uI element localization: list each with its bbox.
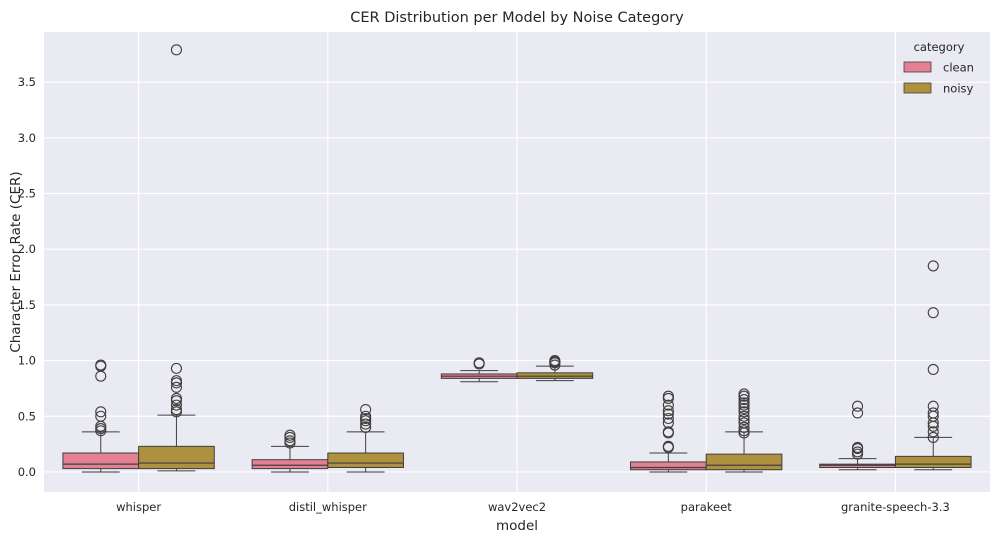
box — [894, 455, 972, 468]
outlier-point — [170, 44, 182, 56]
box-clean — [819, 400, 896, 471]
y-tick-label: 0.0 — [18, 465, 36, 479]
y-tick-label: 3.0 — [18, 131, 36, 145]
outlier-point — [360, 421, 372, 433]
outlier-point — [360, 410, 372, 422]
outlier-point — [927, 407, 939, 419]
outlier-point — [662, 405, 674, 417]
legend-label-noisy: noisy — [943, 82, 974, 96]
outlier-point — [95, 410, 107, 422]
outlier-point — [284, 435, 296, 447]
y-axis-label: Character Error Rate (CER) — [8, 171, 24, 352]
outlier-point — [662, 408, 674, 420]
outlier-point — [738, 417, 750, 429]
x-tick-label: distil_whisper — [289, 500, 367, 514]
outlier-point — [852, 400, 864, 412]
y-tick-label: 3.5 — [18, 75, 36, 89]
box-plots — [62, 44, 972, 473]
box-clean — [62, 359, 140, 473]
legend-label-clean: clean — [943, 61, 974, 75]
outlier-point — [738, 402, 750, 415]
outlier-point — [170, 362, 182, 374]
box-clean — [630, 390, 707, 473]
outlier-point — [927, 431, 939, 443]
outlier-point — [852, 441, 864, 453]
outlier-point — [662, 417, 674, 429]
outlier-point — [738, 406, 750, 418]
outlier-point — [738, 421, 750, 433]
grid — [44, 32, 990, 492]
outlier-point — [662, 399, 674, 411]
box — [251, 459, 329, 470]
y-tick-label: 0.5 — [18, 409, 36, 423]
outlier-point — [927, 307, 939, 319]
x-tick-label: parakeet — [681, 500, 733, 514]
box-noisy — [516, 355, 594, 382]
box — [138, 445, 215, 470]
outlier-point — [662, 412, 674, 425]
y-tick-label: 1.5 — [18, 298, 36, 312]
box — [705, 453, 783, 471]
outlier-point — [170, 381, 182, 393]
box-noisy — [894, 260, 972, 471]
y-tick-label: 2.0 — [18, 242, 36, 256]
outlier-point — [738, 425, 750, 437]
outlier-point — [549, 355, 561, 367]
outlier-point — [95, 359, 107, 371]
outlier-point — [927, 400, 939, 412]
outlier-point — [170, 404, 182, 416]
outlier-point — [852, 446, 864, 458]
axes: 0.0 0.5 1.0 1.5 2.0 2.5 3.0 3.5 whisper distil_wh… — [18, 75, 950, 514]
outlier-point — [927, 426, 939, 438]
legend-swatch-noisy — [903, 82, 932, 94]
outlier-point — [738, 394, 750, 406]
legend-swatch-clean — [903, 61, 932, 73]
x-tick-label: wav2vec2 — [488, 500, 546, 514]
y-tick-label: 1.0 — [18, 354, 36, 368]
x-tick-label: granite-speech-3.3 — [841, 500, 950, 514]
outlier-point — [284, 429, 296, 441]
box-clean — [251, 429, 329, 473]
legend: category clean noisy — [903, 40, 974, 96]
outlier-point — [170, 399, 182, 411]
outlier-point — [662, 426, 674, 438]
outlier-point — [662, 440, 674, 452]
legend-title: category — [914, 40, 965, 54]
box — [327, 452, 404, 468]
x-tick-label: whisper — [116, 500, 161, 514]
outlier-point — [360, 418, 372, 430]
outlier-point — [360, 404, 372, 416]
y-tick-label: 2.5 — [18, 187, 36, 201]
outlier-point — [738, 410, 750, 422]
outlier-point — [852, 407, 864, 419]
outlier-point — [473, 357, 485, 369]
x-axis-label: model — [496, 518, 538, 534]
outlier-point — [738, 388, 750, 400]
outlier-point — [738, 397, 750, 409]
outlier-point — [738, 414, 750, 426]
outlier-point — [927, 260, 939, 272]
box-noisy — [705, 388, 783, 473]
box — [630, 461, 707, 471]
outlier-point — [662, 390, 674, 402]
outlier-point — [927, 363, 939, 376]
outlier-point — [170, 375, 182, 387]
box — [62, 452, 140, 470]
box-noisy — [327, 404, 404, 473]
chart-title: CER Distribution per Model by Noise Cate… — [350, 10, 684, 26]
box-noisy — [138, 44, 215, 472]
outlier-point — [95, 406, 107, 418]
outlier-point — [170, 392, 182, 404]
